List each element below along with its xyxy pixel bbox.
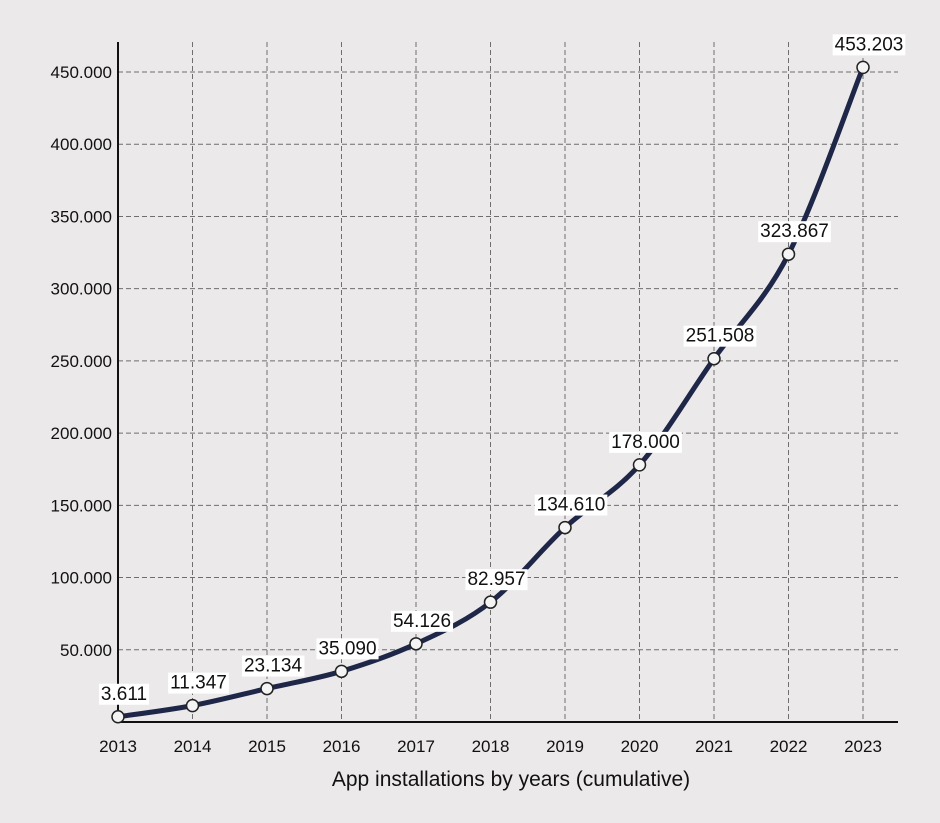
data-label: 178.000 <box>611 432 680 453</box>
y-tick-label: 400.000 <box>51 135 112 154</box>
data-label-group: 178.000 <box>609 431 682 453</box>
data-label: 251.508 <box>686 326 755 347</box>
data-label: 3.611 <box>101 684 147 705</box>
x-tick-label: 2018 <box>472 737 510 756</box>
x-axis-label: App installations by years (cumulative) <box>332 768 690 791</box>
x-tick-label: 2017 <box>397 737 435 756</box>
tick-labels: 50.000 100.000 150.000 200.000 250.000 300.00… <box>51 63 882 756</box>
data-label-background <box>683 325 757 347</box>
data-label: 82.957 <box>467 569 525 590</box>
data-label-group: 11.347 <box>168 672 229 694</box>
data-point <box>185 698 200 713</box>
axes <box>117 42 898 723</box>
data-label: 35.090 <box>318 638 376 659</box>
data-label-group: 23.134 <box>241 655 305 677</box>
data-label-group: 3.611 <box>98 683 150 705</box>
data-label-background <box>609 431 682 453</box>
x-tick-label: 2023 <box>844 737 882 756</box>
data-label-background <box>534 494 608 516</box>
data-label-group: 82.957 <box>465 569 528 591</box>
data-label: 453.203 <box>835 34 904 55</box>
data-label: 134.610 <box>537 495 606 516</box>
data-point <box>334 664 349 679</box>
data-label-background <box>465 569 528 591</box>
y-tick-label: 50.000 <box>60 641 112 660</box>
data-label-group: 54.126 <box>390 610 454 632</box>
x-tick-label: 2013 <box>99 737 137 756</box>
data-label-group: 323.867 <box>758 221 831 243</box>
data-point <box>856 60 870 75</box>
data-label-group: 453.203 <box>832 34 906 56</box>
data-label-group: 134.610 <box>534 494 608 516</box>
data-point <box>781 247 796 261</box>
data-label-background <box>316 638 379 660</box>
data-label-group: 251.508 <box>683 325 757 347</box>
y-tick-label: 150.000 <box>51 496 112 515</box>
data-label-background <box>390 610 454 632</box>
x-tick-label: 2015 <box>248 737 286 756</box>
x-tick-label: 2021 <box>695 737 733 756</box>
x-tick-label: 2016 <box>323 737 361 756</box>
y-tick-label: 200.000 <box>51 424 112 443</box>
data-point <box>483 595 498 609</box>
data-point <box>409 637 423 651</box>
data-points <box>111 60 870 724</box>
data-label-group: 35.090 <box>316 638 379 660</box>
data-label-background <box>758 221 831 243</box>
data-label: 11.347 <box>170 673 227 694</box>
data-label: 54.126 <box>393 611 451 632</box>
data-label: 23.134 <box>244 656 303 677</box>
data-point <box>632 458 647 472</box>
y-tick-label: 250.000 <box>51 352 112 371</box>
grid <box>118 42 898 722</box>
data-labels: 3.611 11.347 23.134 35.090 54.126 82.957 134.6… <box>98 34 906 705</box>
y-tick-label: 350.000 <box>51 207 112 226</box>
data-point <box>707 351 721 366</box>
x-tick-label: 2019 <box>546 737 584 756</box>
data-label-background <box>98 683 150 705</box>
data-point <box>111 710 125 724</box>
x-tick-label: 2022 <box>770 737 808 756</box>
data-label-background <box>168 672 229 694</box>
x-tick-label: 2020 <box>621 737 659 756</box>
y-tick-label: 100.000 <box>51 569 112 588</box>
y-tick-label: 300.000 <box>51 280 112 299</box>
data-point <box>558 520 572 535</box>
data-label-background <box>241 655 305 677</box>
data-label-background <box>832 34 906 56</box>
y-tick-label: 450.000 <box>51 63 112 82</box>
data-label: 323.867 <box>760 221 829 242</box>
x-tick-label: 2014 <box>174 737 212 756</box>
data-point <box>260 681 274 696</box>
